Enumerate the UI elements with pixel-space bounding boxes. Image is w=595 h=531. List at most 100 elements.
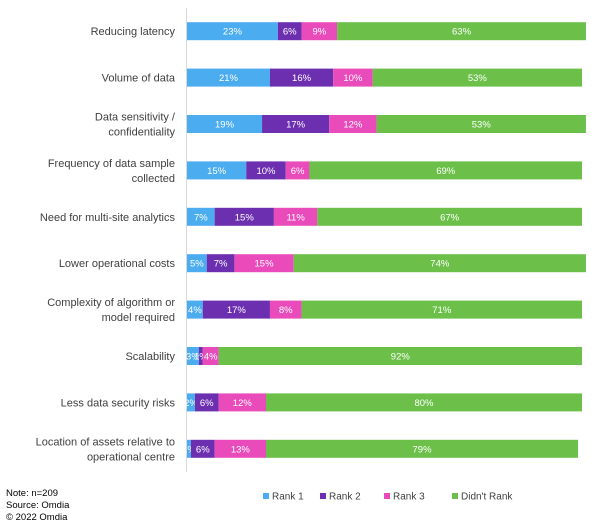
bar-data-sensitivity-confidentiality-didn-t-rank — [376, 115, 586, 133]
bar-scalability-rank-2 — [198, 347, 203, 365]
bar-data-sensitivity-confidentiality-rank-1 — [187, 115, 263, 133]
category-label-line: operational centre — [87, 451, 175, 463]
data-label-scalability-didn-t-rank: 92% — [391, 352, 411, 363]
category-label-line: Scalability — [125, 351, 175, 363]
data-label-frequency-of-data-sample-collected-didn-t-rank: 69% — [436, 166, 456, 177]
bar-lower-operational-costs-rank-3 — [234, 254, 294, 273]
note-copyright: © 2022 Omdia — [6, 512, 68, 523]
data-label-need-for-multi-site-analytics-rank-1: 7% — [194, 212, 208, 223]
bar-less-data-security-risks-rank-3 — [218, 393, 266, 412]
bar-frequency-of-data-sample-collected-didn-t-rank — [309, 161, 582, 180]
data-label-volume-of-data-rank-1: 21% — [219, 73, 239, 84]
data-label-location-of-assets-relative-to-operational-centre-rank-2: 6% — [196, 444, 210, 455]
data-label-frequency-of-data-sample-collected-rank-2: 10% — [256, 166, 276, 177]
bar-need-for-multi-site-analytics-rank-3 — [273, 207, 318, 226]
bar-location-of-assets-relative-to-operational-centre-rank-2 — [190, 439, 215, 458]
data-label-frequency-of-data-sample-collected-rank-1: 15% — [207, 166, 227, 177]
category-label-line: Less data security risks — [61, 397, 176, 409]
legend-label-didn-t-rank: Didn't Rank — [461, 492, 513, 503]
legend: Rank 1 Rank 2 Rank 3 Didn't Rank — [263, 492, 513, 503]
bar-less-data-security-risks-didn-t-rank — [266, 393, 582, 412]
data-label-need-for-multi-site-analytics-rank-2: 15% — [235, 212, 255, 223]
category-label-line: Location of assets relative to — [36, 436, 175, 448]
data-label-data-sensitivity-confidentiality-rank-3: 12% — [343, 120, 363, 131]
data-label-scalability-rank-1: 3% — [186, 352, 200, 363]
bar-reducing-latency-rank-3 — [301, 22, 338, 41]
category-label-location-of-assets-relative-to-operational-centre: Location of assets relative to operationa… — [36, 436, 175, 463]
data-label-less-data-security-risks-didn-t-rank: 80% — [414, 398, 434, 409]
legend-swatch-rank-3 — [384, 493, 390, 499]
legend-swatch-rank-2 — [320, 493, 326, 499]
bar-volume-of-data-rank-2 — [269, 68, 334, 87]
bar-scalability-didn-t-rank — [218, 347, 582, 365]
bar-need-for-multi-site-analytics-rank-1 — [187, 207, 215, 226]
data-label-less-data-security-risks-rank-2: 6% — [200, 398, 214, 409]
category-label-line: Frequency of data sample — [48, 158, 175, 170]
data-label-scalability-rank-2: 1% — [194, 352, 208, 363]
data-label-need-for-multi-site-analytics-didn-t-rank: 67% — [440, 212, 460, 223]
category-label-line: Need for multi-site analytics — [40, 212, 176, 224]
data-label-reducing-latency-didn-t-rank: 63% — [452, 27, 472, 38]
data-label-volume-of-data-didn-t-rank: 53% — [468, 73, 488, 84]
data-label-data-sensitivity-confidentiality-didn-t-rank: 53% — [472, 120, 492, 131]
category-label-line: Complexity of algorithm or — [47, 297, 175, 309]
data-label-lower-operational-costs-didn-t-rank: 74% — [430, 259, 450, 270]
bar-volume-of-data-rank-3 — [333, 68, 373, 87]
note-source: Source: Omdia — [6, 500, 70, 511]
category-label-volume-of-data: Volume of data — [102, 73, 176, 85]
category-label-line: Data sensitivity / — [95, 112, 176, 124]
data-label-less-data-security-risks-rank-1: 2% — [184, 398, 198, 409]
bar-volume-of-data-didn-t-rank — [372, 68, 582, 87]
category-label-less-data-security-risks: Less data security risks — [61, 397, 176, 409]
data-label-location-of-assets-relative-to-operational-centre-didn-t-rank: 79% — [413, 444, 433, 455]
data-label-complexity-of-algorithm-or-model-required-rank-1: 4% — [188, 305, 202, 316]
data-label-location-of-assets-relative-to-operational-centre-rank-3: 13% — [231, 444, 251, 455]
bar-need-for-multi-site-analytics-rank-2 — [214, 207, 274, 226]
data-label-volume-of-data-rank-3: 10% — [343, 73, 363, 84]
data-label-reducing-latency-rank-3: 9% — [312, 27, 326, 38]
legend-label-rank-1: Rank 1 — [272, 492, 304, 503]
bar-volume-of-data-rank-1 — [187, 68, 270, 87]
bar-location-of-assets-relative-to-operational-centre-rank-3 — [214, 439, 266, 458]
bar-location-of-assets-relative-to-operational-centre-rank-1 — [187, 439, 191, 458]
category-label-data-sensitivity-confidentiality: Data sensitivity / confidentiality — [95, 112, 176, 139]
data-label-data-sensitivity-confidentiality-rank-1: 19% — [215, 120, 235, 131]
bar-scalability-rank-3 — [202, 347, 219, 365]
bar-complexity-of-algorithm-or-model-required-rank-3 — [269, 300, 302, 319]
bar-frequency-of-data-sample-collected-rank-1 — [187, 161, 247, 180]
category-label-line: Reducing latency — [91, 26, 176, 38]
category-label-line: model required — [102, 312, 175, 324]
note-n: Note: n=209 — [6, 488, 59, 499]
bar-scalability-rank-1 — [187, 347, 199, 365]
bar-complexity-of-algorithm-or-model-required-rank-2 — [202, 300, 270, 319]
data-label-complexity-of-algorithm-or-model-required-rank-2: 17% — [227, 305, 247, 316]
bar-less-data-security-risks-rank-2 — [194, 393, 219, 412]
bars-group: 23% 6% 9% 63% 21% 16% 10% 53% 19% 17% 12% 53% 15% 10%… — [182, 22, 586, 458]
legend-swatch-didn-t-rank — [452, 493, 458, 499]
bar-lower-operational-costs-rank-1 — [187, 254, 207, 273]
bar-frequency-of-data-sample-collected-rank-3 — [285, 161, 310, 180]
category-label-lower-operational-costs: Lower operational costs — [59, 258, 176, 270]
data-label-lower-operational-costs-rank-2: 7% — [214, 259, 228, 270]
bar-reducing-latency-rank-2 — [277, 22, 302, 41]
bar-lower-operational-costs-rank-2 — [206, 254, 235, 273]
category-label-complexity-of-algorithm-or-model-required: Complexity of algorithm or model required — [47, 297, 175, 324]
bar-reducing-latency-rank-1 — [187, 22, 278, 41]
category-label-frequency-of-data-sample-collected: Frequency of data sample collected — [48, 158, 175, 185]
data-label-less-data-security-risks-rank-3: 12% — [233, 398, 253, 409]
data-label-frequency-of-data-sample-collected-rank-3: 6% — [291, 166, 305, 177]
data-label-complexity-of-algorithm-or-model-required-didn-t-rank: 71% — [432, 305, 452, 316]
legend-label-rank-3: Rank 3 — [393, 492, 425, 503]
bar-data-sensitivity-confidentiality-rank-3 — [329, 115, 377, 133]
bar-complexity-of-algorithm-or-model-required-rank-1 — [187, 300, 203, 319]
category-label-line: collected — [132, 173, 175, 185]
category-label-line: Lower operational costs — [59, 258, 176, 270]
bar-complexity-of-algorithm-or-model-required-didn-t-rank — [301, 300, 582, 319]
data-label-volume-of-data-rank-2: 16% — [292, 73, 312, 84]
legend-swatch-rank-1 — [263, 493, 269, 499]
data-label-complexity-of-algorithm-or-model-required-rank-3: 8% — [279, 305, 293, 316]
data-label-reducing-latency-rank-1: 23% — [223, 27, 243, 38]
bar-frequency-of-data-sample-collected-rank-2 — [246, 161, 286, 180]
data-label-location-of-assets-relative-to-operational-centre-rank-1: 1% — [182, 444, 196, 455]
